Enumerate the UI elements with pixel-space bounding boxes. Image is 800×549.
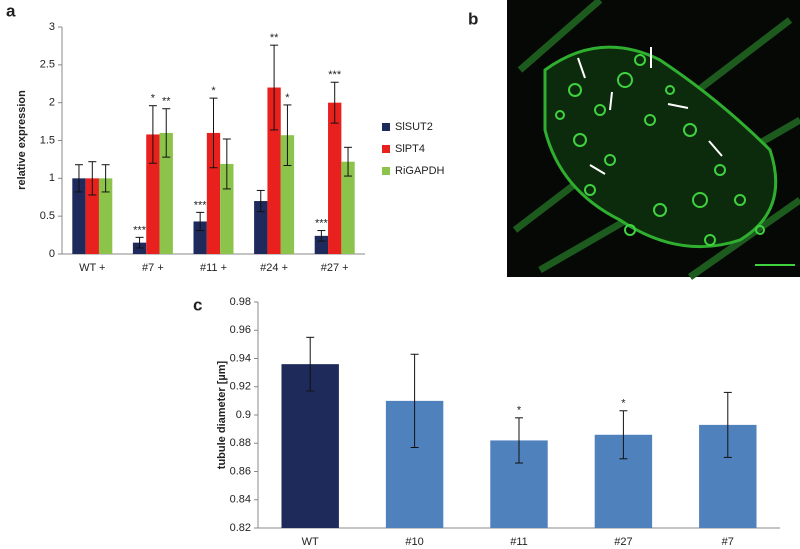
y-tick-label: 0.94	[230, 352, 251, 364]
significance-label: ***	[315, 217, 329, 229]
x-tick-label: #11	[510, 536, 528, 548]
panel-label: a	[6, 1, 16, 20]
significance-label: *	[151, 93, 156, 105]
y-tick-label: 0.5	[40, 210, 55, 222]
x-tick-label: #11 +	[200, 262, 227, 274]
significance-label: **	[270, 32, 279, 44]
bar	[220, 163, 234, 254]
panel-label: c	[193, 295, 202, 314]
micrograph	[507, 0, 800, 280]
significance-label: **	[162, 96, 171, 108]
x-tick-label: #7	[722, 536, 734, 548]
bar	[314, 235, 329, 254]
bar	[254, 201, 268, 254]
significance-label: *	[211, 85, 216, 97]
legend-label: SlPT4	[395, 143, 425, 155]
significance-label: *	[621, 398, 626, 410]
bar	[146, 134, 160, 254]
x-tick-label: #7 +	[142, 262, 164, 274]
y-tick-label: 0	[49, 248, 55, 260]
y-tick-label: 0.9	[236, 409, 251, 421]
y-tick-label: 1.5	[40, 134, 55, 146]
bar	[267, 87, 281, 255]
legend-swatch	[382, 123, 390, 131]
x-tick-label: WT +	[79, 262, 105, 274]
significance-label: ***	[194, 199, 208, 211]
y-tick-label: 0.84	[230, 494, 251, 506]
bar	[85, 178, 99, 254]
significance-label: *	[285, 92, 290, 104]
significance-label: *	[517, 405, 522, 417]
panel-label: b	[468, 9, 478, 28]
y-tick-label: 0.98	[230, 296, 251, 308]
bar	[193, 221, 207, 254]
y-tick-label: 2.5	[40, 59, 55, 71]
y-tick-label: 0.96	[230, 324, 251, 336]
y-tick-label: 0.88	[230, 437, 251, 449]
y-tick-label: 0.82	[230, 522, 251, 534]
x-tick-label: #24 +	[260, 262, 288, 274]
bar	[72, 178, 86, 254]
legend-swatch	[382, 145, 390, 153]
y-axis-title: relative expression	[16, 90, 28, 190]
bar	[206, 132, 221, 254]
x-tick-label: #27 +	[321, 262, 349, 274]
bar	[98, 178, 113, 254]
bar	[341, 161, 355, 254]
x-tick-label: WT	[302, 536, 319, 548]
significance-label: ***	[133, 224, 147, 236]
y-axis-title: tubule diameter [µm]	[216, 360, 228, 469]
bar	[328, 102, 342, 255]
legend-swatch	[382, 167, 390, 175]
legend-label: SlSUT2	[395, 121, 433, 133]
x-tick-label: #10	[405, 536, 423, 548]
y-tick-label: 1	[49, 172, 55, 184]
x-tick-label: #27	[614, 536, 632, 548]
significance-label: ***	[328, 69, 342, 81]
bar	[280, 135, 295, 254]
y-tick-label: 3	[49, 21, 55, 33]
legend-label: RiGAPDH	[395, 165, 445, 177]
y-tick-label: 2	[49, 97, 55, 109]
y-tick-label: 0.86	[230, 465, 251, 477]
bar	[159, 132, 173, 254]
y-tick-label: 0.92	[230, 381, 251, 393]
